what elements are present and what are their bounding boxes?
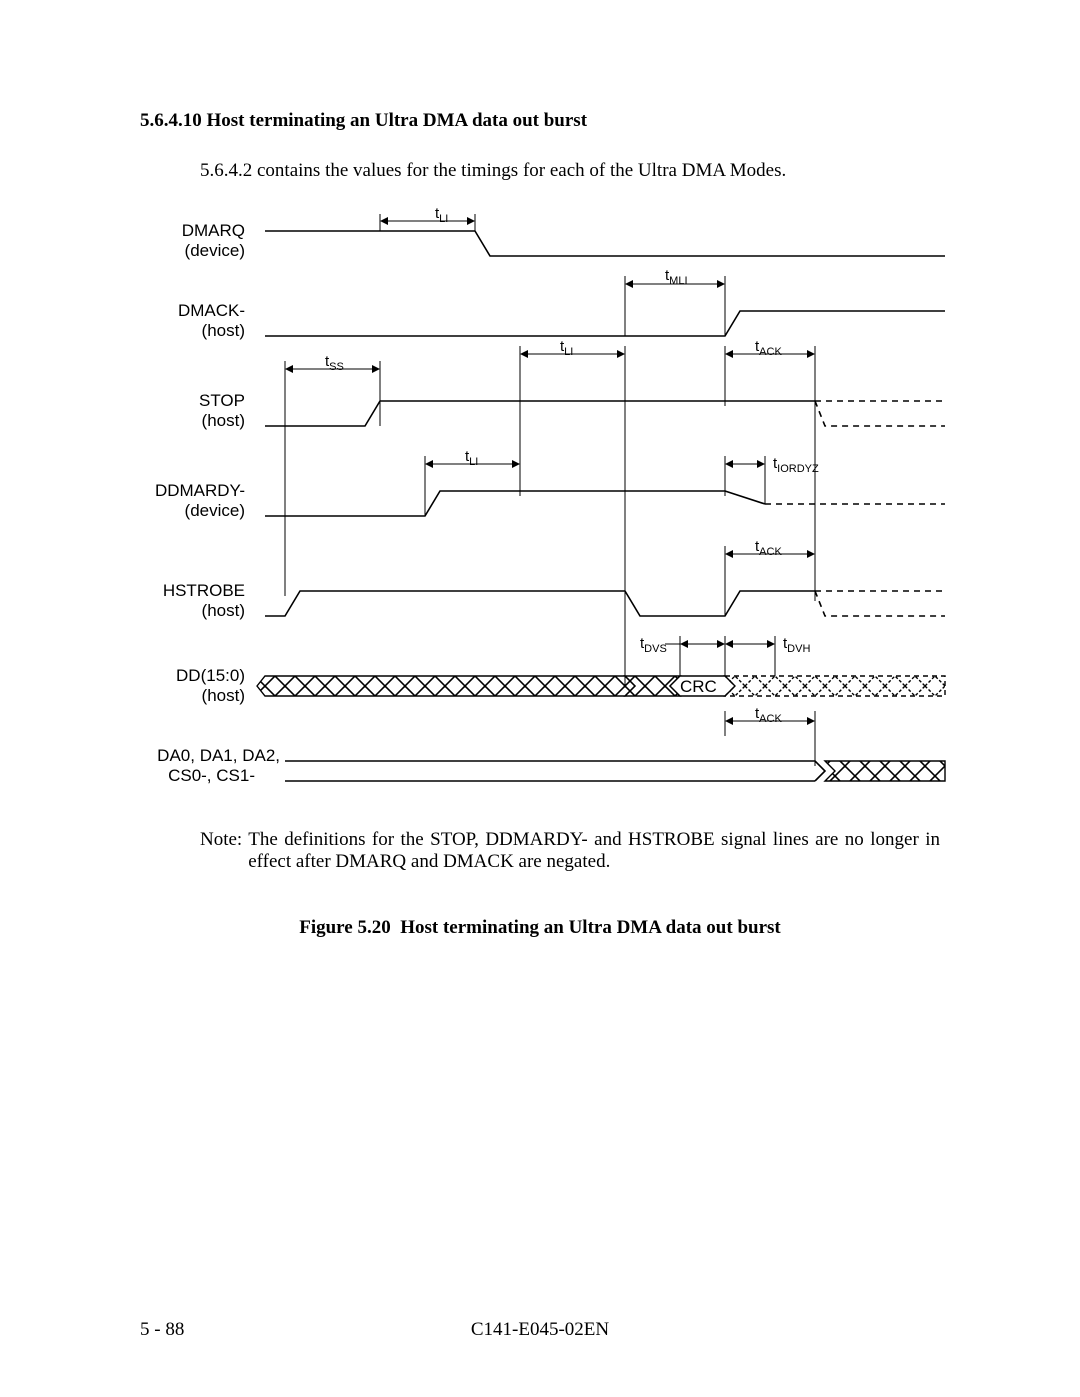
svg-text:tDVH: tDVH — [783, 635, 810, 655]
dmarq-label: DMARQ — [182, 221, 245, 240]
figure-caption: Figure 5.20 Host terminating an Ultra DM… — [140, 917, 940, 939]
tli-top: tLI — [380, 206, 475, 231]
dd-label: DD(15:0) — [176, 666, 245, 685]
dmarq-sub: (device) — [185, 241, 245, 260]
dd-sub: (host) — [202, 686, 245, 705]
svg-text:tLI: tLI — [560, 338, 573, 358]
section-title: Host terminating an Ultra DMA data out b… — [207, 110, 588, 131]
hstrobe-label: HSTROBE — [163, 581, 245, 600]
tli-low: tLI — [425, 448, 520, 516]
tss: tSS — [285, 353, 380, 596]
stop-label: STOP — [199, 391, 245, 410]
svg-text:tACK: tACK — [755, 538, 782, 558]
dacs-sub: CS0-, CS1- — [168, 766, 255, 785]
svg-text:tMLI: tMLI — [665, 267, 688, 287]
svg-text:CRC: CRC — [680, 677, 717, 696]
stop-sub: (host) — [202, 411, 245, 430]
section-number: 5.6.4.10 — [140, 110, 202, 131]
timing-diagram: DMARQ (device) tLI DMACK- (host) — [125, 206, 965, 801]
stop-trace — [265, 401, 815, 426]
timing-svg: DMARQ (device) tLI DMACK- (host) — [125, 206, 965, 796]
ddmardy-trace — [265, 491, 725, 516]
note-body: The definitions for the STOP, DDMARDY- a… — [248, 829, 940, 873]
svg-text:tLI: tLI — [435, 206, 448, 225]
tack3: tACK — [725, 705, 815, 766]
hstrobe-trace — [265, 591, 815, 616]
figure-note: Note: The definitions for the STOP, DDMA… — [200, 829, 940, 873]
svg-text:tACK: tACK — [755, 705, 782, 725]
dmarq-trace — [265, 231, 945, 256]
tli-mid: tLI — [520, 338, 625, 686]
tiordyz: tIORDYZ — [725, 455, 819, 504]
section-heading: 5.6.4.10 Host terminating an Ultra DMA d… — [140, 110, 940, 132]
tdvh: tDVH — [725, 635, 810, 676]
svg-text:tLI: tLI — [465, 448, 478, 468]
dmack-trace — [265, 311, 945, 336]
stop-trace-dashed — [815, 401, 945, 426]
svg-text:tDVS: tDVS — [640, 635, 667, 655]
hstrobe-sub: (host) — [202, 601, 245, 620]
tack2: tACK — [725, 538, 815, 616]
page-content: 5.6.4.10 Host terminating an Ultra DMA d… — [140, 110, 940, 939]
svg-text:tIORDYZ: tIORDYZ — [773, 455, 819, 475]
dmack-label: DMACK- — [178, 301, 245, 320]
footer-doc: C141-E045-02EN — [140, 1319, 940, 1341]
note-label: Note: — [200, 829, 248, 873]
ddmardy-label: DDMARDY- — [155, 481, 245, 500]
svg-text:tSS: tSS — [325, 353, 344, 373]
dacs-label: DA0, DA1, DA2, — [157, 746, 280, 765]
intro-paragraph: 5.6.4.2 contains the values for the timi… — [200, 160, 940, 182]
dmack-sub: (host) — [202, 321, 245, 340]
dd-bus: CRC — [257, 676, 945, 696]
ddmardy-sub: (device) — [185, 501, 245, 520]
tmli: tMLI — [625, 267, 725, 336]
svg-text:tACK: tACK — [755, 338, 782, 358]
tdvs: tDVS — [640, 635, 725, 676]
